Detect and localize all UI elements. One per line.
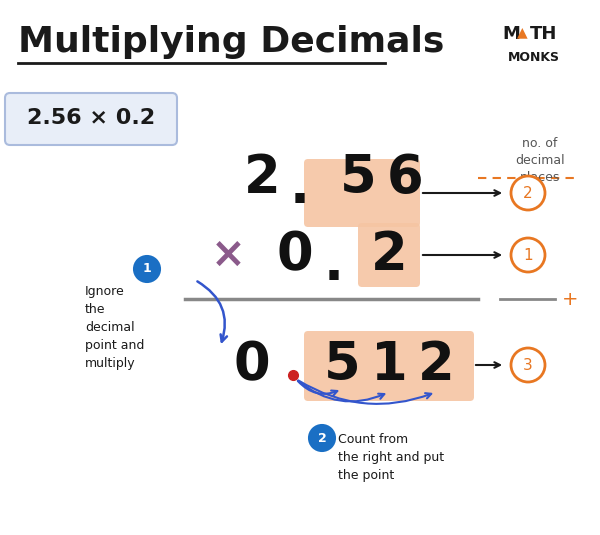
Text: .: . (324, 239, 344, 291)
Text: M: M (502, 25, 520, 43)
Text: 2: 2 (244, 152, 280, 204)
Text: 1: 1 (523, 248, 533, 263)
Text: 0: 0 (277, 229, 313, 281)
Text: no. of
decimal
places: no. of decimal places (515, 137, 565, 184)
FancyArrowPatch shape (298, 380, 431, 404)
Text: 2: 2 (317, 432, 326, 445)
Text: +: + (562, 289, 578, 309)
Circle shape (511, 176, 545, 210)
FancyArrowPatch shape (298, 381, 385, 401)
Text: 5: 5 (323, 339, 361, 391)
Circle shape (511, 348, 545, 382)
Text: Count from
the right and put
the point: Count from the right and put the point (338, 433, 444, 482)
Text: Ignore
the
decimal
point and
multiply: Ignore the decimal point and multiply (85, 285, 145, 370)
Text: .: . (290, 162, 310, 214)
FancyBboxPatch shape (304, 331, 474, 401)
Circle shape (309, 425, 335, 451)
FancyArrowPatch shape (298, 381, 337, 396)
FancyBboxPatch shape (5, 93, 177, 145)
Text: MONKS: MONKS (508, 51, 560, 64)
Text: ▲: ▲ (517, 25, 527, 39)
FancyArrowPatch shape (197, 281, 227, 342)
Text: 2: 2 (418, 339, 454, 391)
Text: ×: × (211, 234, 245, 276)
Text: 1: 1 (143, 263, 151, 276)
Text: 1: 1 (371, 339, 407, 391)
Text: Multiplying Decimals: Multiplying Decimals (18, 25, 445, 59)
Circle shape (511, 238, 545, 272)
Text: 6: 6 (386, 152, 424, 204)
Text: 5: 5 (340, 152, 376, 204)
Text: 2: 2 (523, 186, 533, 201)
Circle shape (134, 256, 160, 282)
Text: 3: 3 (523, 357, 533, 372)
FancyBboxPatch shape (358, 223, 420, 287)
FancyBboxPatch shape (304, 159, 420, 227)
Text: 0: 0 (233, 339, 271, 391)
Text: 2: 2 (371, 229, 407, 281)
Text: TH: TH (530, 25, 557, 43)
Text: 2.56 × 0.2: 2.56 × 0.2 (27, 108, 155, 128)
